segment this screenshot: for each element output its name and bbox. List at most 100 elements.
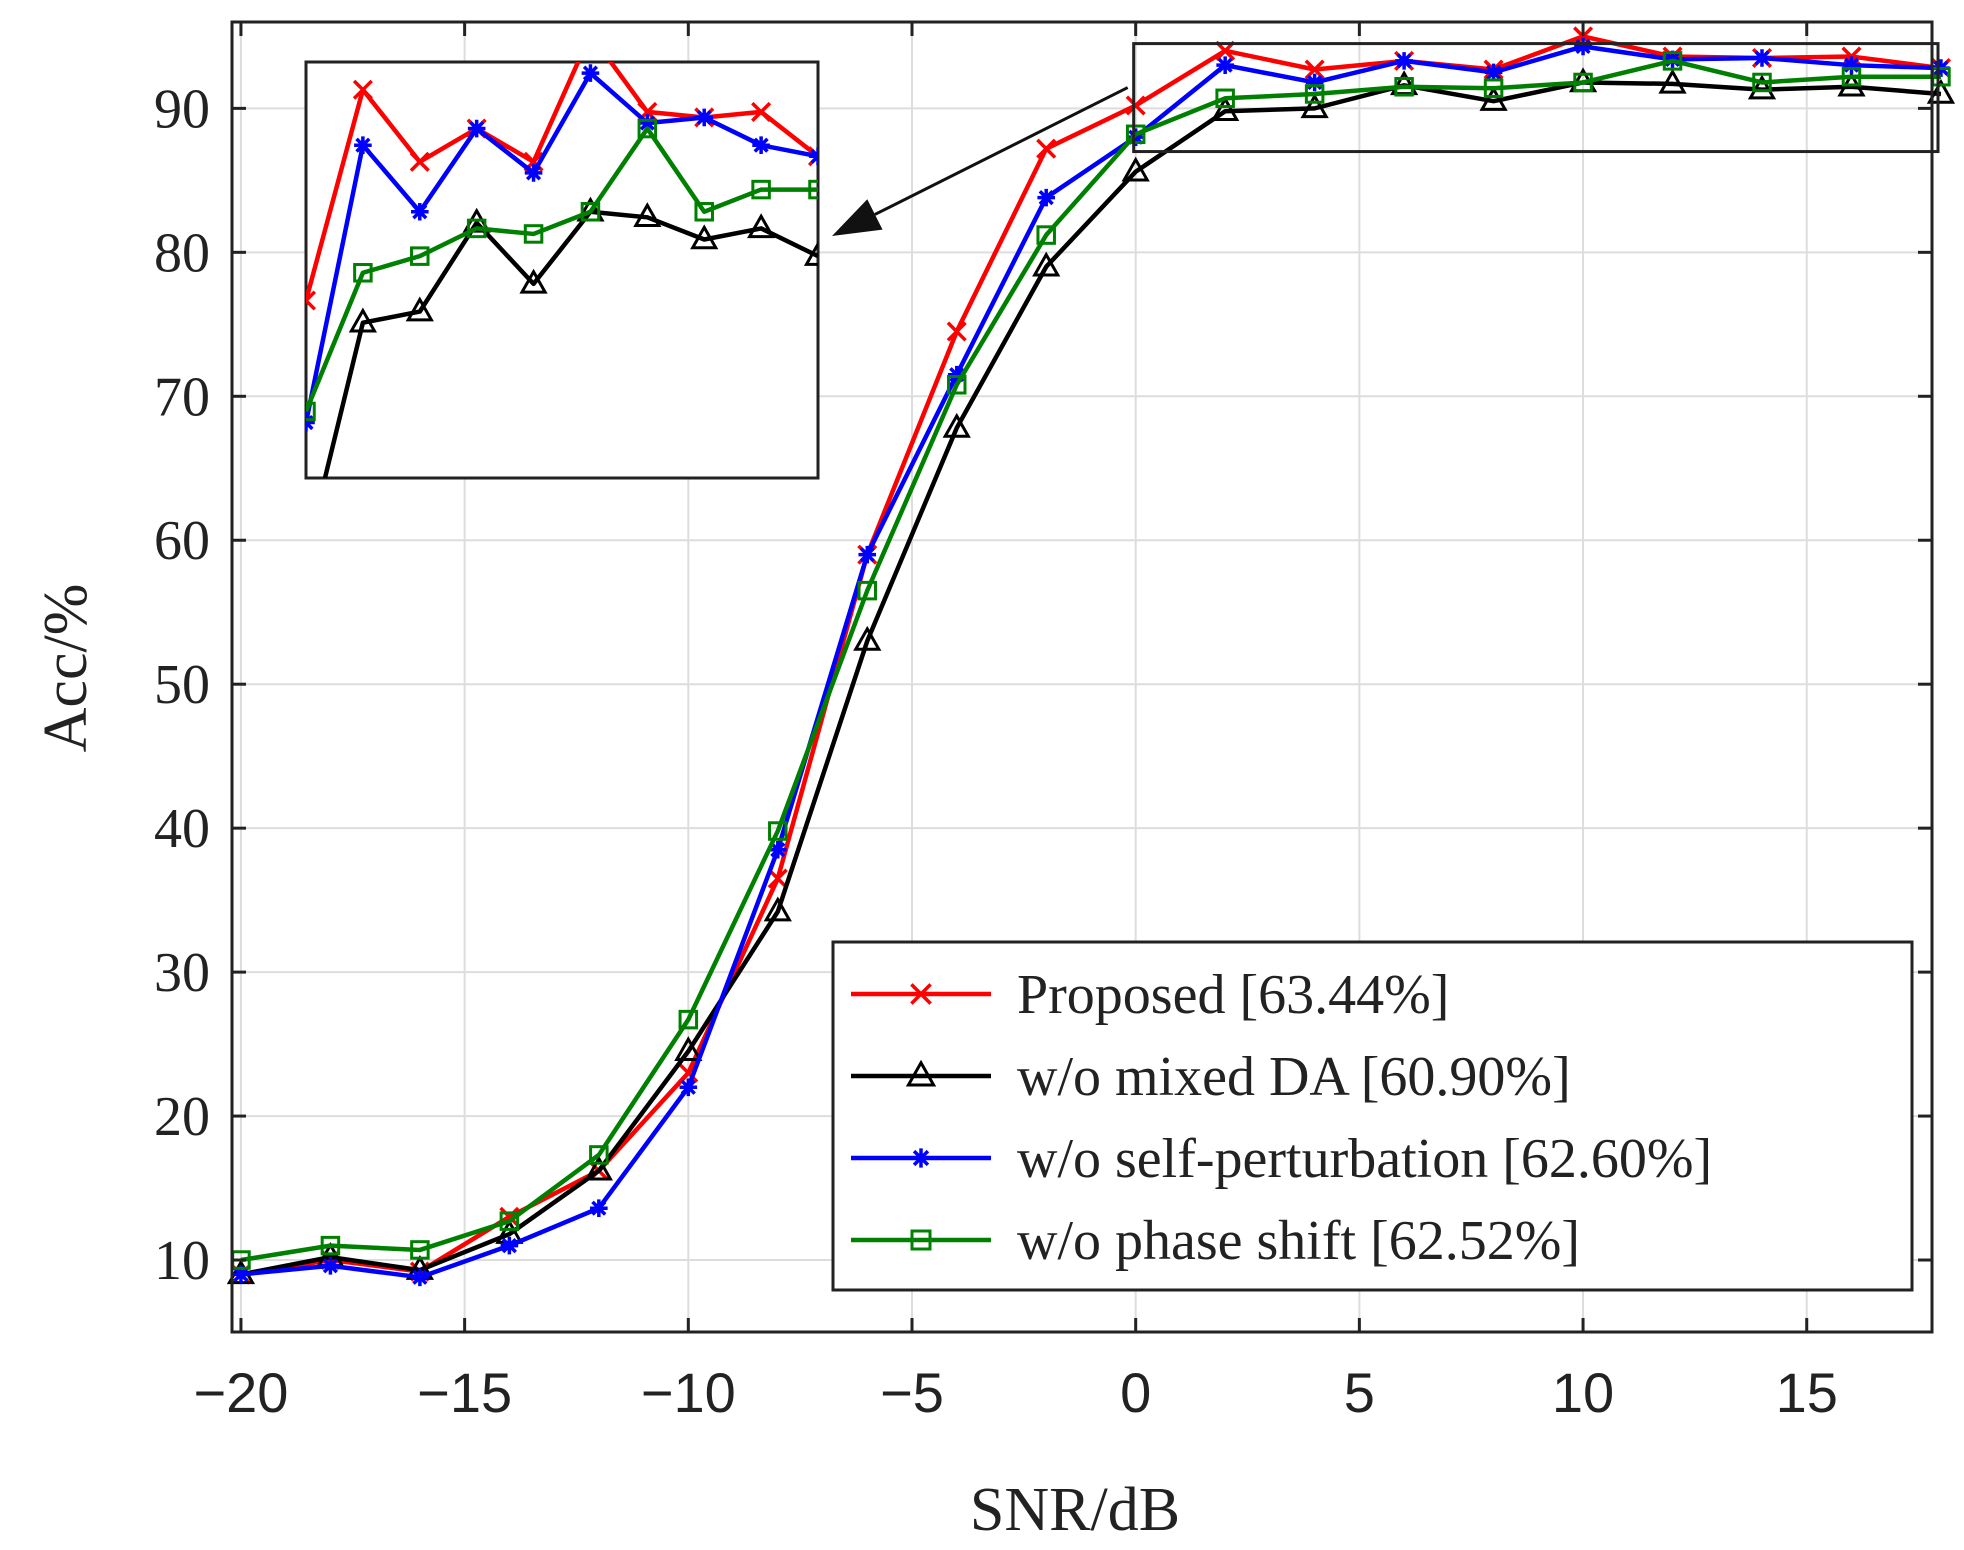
x-axis-label: SNR/dB [970,1476,1180,1544]
y-tick-label: 30 [154,942,210,1004]
inset-data-point [752,136,770,154]
data-point [589,1145,609,1165]
x-tick-label: −15 [417,1361,512,1424]
data-point [1304,59,1325,80]
data-point [1841,66,1862,87]
legend-label: Proposed [63.44%] [1017,964,1449,1026]
data-point [763,896,792,922]
data-point [1484,63,1503,82]
grid [232,22,1932,1332]
inset-data-point [751,179,771,200]
inset-data-point [523,224,544,244]
inset-data-point [808,179,818,200]
x-tick-label: 0 [1120,1361,1151,1424]
y-tick-label: 60 [154,510,210,572]
inset-data-point [306,290,317,311]
inset-data-point [695,108,714,127]
inset-data-point [354,136,372,154]
inset-data-point [690,224,719,250]
data-point [1662,51,1683,71]
inset-data-point [467,119,486,138]
data-point [1037,188,1056,207]
data-point [768,840,787,859]
data-point [1752,72,1772,93]
x-tick-label: −5 [880,1361,944,1424]
data-point [410,1240,430,1260]
inset-series-line [306,70,818,423]
inset-data-point [352,79,373,100]
data-point [1395,52,1413,70]
inset-series-line [322,209,818,478]
inset-data-point [524,164,543,182]
y-tick-label: 90 [154,78,210,140]
inset-data-point [405,296,434,322]
series-layer [226,26,1956,1287]
inset-data-point [306,413,315,432]
data-point [1304,84,1325,104]
data-point [858,545,877,564]
data-point [1305,73,1324,92]
legend-box [831,940,1914,1292]
data-point [1926,78,1956,104]
inset-data-point [353,263,373,283]
series-line [240,80,1942,1277]
inset-data-point [809,147,818,166]
inset-data-point [409,151,430,172]
plot-frame [230,20,1934,1334]
data-point [1747,74,1777,100]
data-point [584,1155,613,1181]
legend-marker [905,1059,937,1087]
inset-data-point [519,268,548,294]
inset-data-point [466,218,487,239]
inset-data-point [306,401,316,422]
zoom-arrow-head [832,199,883,236]
data-point [590,1199,608,1217]
x-tick-label: 15 [1776,1361,1838,1424]
data-point [1842,56,1861,74]
data-point [674,1036,703,1062]
legend-entry: w/o phase shift [62.52%] [851,1210,1580,1272]
y-tick-label: 40 [154,798,210,860]
inset-series-3 [306,118,818,422]
x-tick-label: 10 [1552,1361,1614,1424]
y-tick-label: 80 [154,222,210,284]
data-point [1121,156,1150,182]
legend-marker [911,1148,931,1168]
series-2 [232,37,1950,1287]
inset-data-point [294,544,317,564]
legend-entry: w/o self-perturbation [62.60%] [851,1128,1712,1190]
data-point [857,580,878,601]
data-point [411,1268,429,1287]
inset-series-2 [306,64,818,432]
inset-data-point [694,202,714,222]
y-tick-label: 20 [154,1086,210,1148]
zoom-arrow-line [874,86,1129,216]
inset-series-line [306,126,818,413]
data-point [1300,93,1329,119]
legend-marker [910,1229,932,1251]
data-point [500,1236,519,1255]
data-point [1483,78,1504,98]
data-point [767,868,788,889]
y-axis-label: Acc/% [32,584,100,753]
series-line [240,58,1941,1263]
data-point [1216,56,1234,74]
data-point [946,321,967,342]
data-point [1125,124,1146,145]
y-tick-label: 10 [154,1230,210,1292]
legend-label: w/o phase shift [62.52%] [1017,1210,1580,1272]
data-point [1658,68,1687,94]
inset-data-point [746,213,776,239]
data-point [768,821,788,841]
data-point [1036,225,1056,245]
inset-data-point [348,307,378,333]
data-point [1394,77,1414,97]
data-point [1125,95,1146,116]
inset-data-point [581,64,600,82]
data-point [942,412,971,438]
data-point [678,1009,699,1030]
y-tick-label: 70 [154,366,210,428]
inset-series-line [306,62,818,302]
x-tick-label: −20 [193,1361,288,1424]
